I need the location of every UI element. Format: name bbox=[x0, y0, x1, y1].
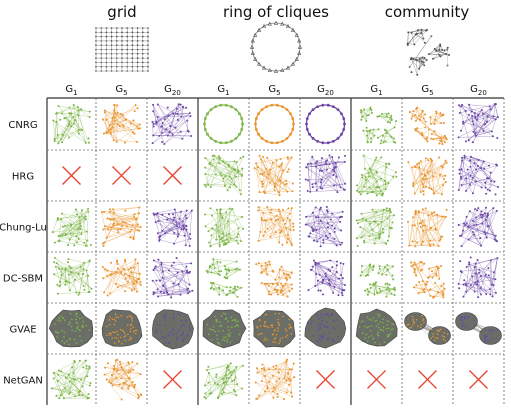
ring-thumbnail bbox=[249, 20, 303, 73]
column-header: G20 bbox=[164, 84, 181, 97]
network-graph bbox=[50, 359, 92, 400]
ring-graph bbox=[203, 103, 244, 145]
graph-cells bbox=[48, 103, 502, 401]
network-graph bbox=[101, 103, 141, 144]
row-label: DC-SBM bbox=[3, 274, 43, 285]
network-graph bbox=[257, 206, 295, 247]
network-graph bbox=[304, 205, 344, 248]
failed-cross bbox=[163, 166, 182, 185]
network-graph bbox=[407, 156, 448, 196]
community-graph bbox=[410, 260, 446, 299]
group-title: ring of cliques bbox=[223, 3, 329, 21]
network-graph bbox=[457, 103, 499, 144]
network-graph bbox=[457, 154, 500, 196]
network-graph bbox=[51, 208, 92, 247]
ring-graph bbox=[254, 103, 295, 145]
network-graph bbox=[253, 154, 294, 197]
network-graph bbox=[152, 208, 193, 247]
group-titles: grid ring of cliques community bbox=[107, 3, 469, 21]
column-header: G1 bbox=[65, 84, 77, 97]
network-graph bbox=[307, 259, 346, 297]
dense-graph bbox=[304, 307, 347, 349]
network-graph bbox=[356, 154, 398, 197]
failed-cross bbox=[367, 370, 386, 389]
community-thumbnail bbox=[406, 28, 451, 76]
column-header: G1 bbox=[370, 84, 382, 97]
row-label: CNRG bbox=[8, 120, 37, 131]
network-graph bbox=[304, 154, 347, 194]
row-labels: CNRG HRG Chung-Lu DC-SBM GVAE NetGAN bbox=[0, 120, 47, 387]
table-grid bbox=[46, 97, 505, 405]
failed-cross bbox=[62, 166, 81, 185]
failed-cross bbox=[418, 370, 437, 389]
failed-cross bbox=[163, 370, 182, 389]
network-graph bbox=[254, 358, 296, 401]
failed-cross bbox=[112, 166, 131, 185]
network-graph bbox=[103, 358, 143, 401]
group-title: grid bbox=[107, 3, 136, 21]
column-header: G1 bbox=[217, 84, 229, 97]
network-graph bbox=[101, 258, 142, 297]
column-header: G5 bbox=[268, 84, 280, 97]
column-header: G20 bbox=[317, 84, 334, 97]
network-graph bbox=[203, 207, 245, 248]
dense-graph bbox=[202, 309, 247, 349]
ring-graph bbox=[305, 103, 346, 145]
community-graph bbox=[205, 258, 243, 298]
community-graph bbox=[359, 106, 398, 145]
failed-cross bbox=[316, 370, 335, 389]
network-graph bbox=[203, 154, 245, 196]
two-cluster-graph bbox=[455, 312, 502, 345]
grid-thumbnail bbox=[95, 27, 149, 72]
dense-graph bbox=[253, 310, 296, 348]
network-graph bbox=[53, 256, 93, 296]
column-headers: G1 G5 G20 G1 G5 G20 G1 G5 G20 bbox=[65, 84, 486, 97]
dense-graph bbox=[48, 309, 94, 348]
network-graph bbox=[151, 103, 193, 145]
column-header: G5 bbox=[115, 84, 127, 97]
network-graph bbox=[355, 207, 396, 248]
network-graph bbox=[407, 207, 448, 248]
dense-graph bbox=[152, 309, 194, 350]
row-label: Chung-Lu bbox=[0, 223, 47, 234]
two-cluster-graph bbox=[404, 312, 451, 345]
failed-cross bbox=[469, 370, 488, 389]
network-graph bbox=[203, 362, 244, 400]
group-title: community bbox=[385, 3, 470, 21]
row-label: HRG bbox=[12, 172, 34, 183]
row-label: NetGAN bbox=[3, 376, 43, 387]
community-graph bbox=[359, 263, 397, 298]
dense-graph bbox=[101, 309, 143, 347]
dense-graph bbox=[355, 308, 398, 347]
row-label: GVAE bbox=[9, 325, 36, 336]
original-graphs bbox=[95, 20, 451, 76]
column-header: G20 bbox=[470, 84, 487, 97]
network-graph bbox=[151, 256, 194, 299]
network-graph bbox=[52, 103, 91, 145]
community-graph bbox=[255, 260, 294, 298]
network-graph bbox=[457, 256, 499, 299]
community-graph bbox=[408, 106, 448, 146]
network-graph bbox=[457, 206, 499, 248]
column-header: G5 bbox=[421, 84, 433, 97]
network-graph bbox=[100, 206, 142, 247]
